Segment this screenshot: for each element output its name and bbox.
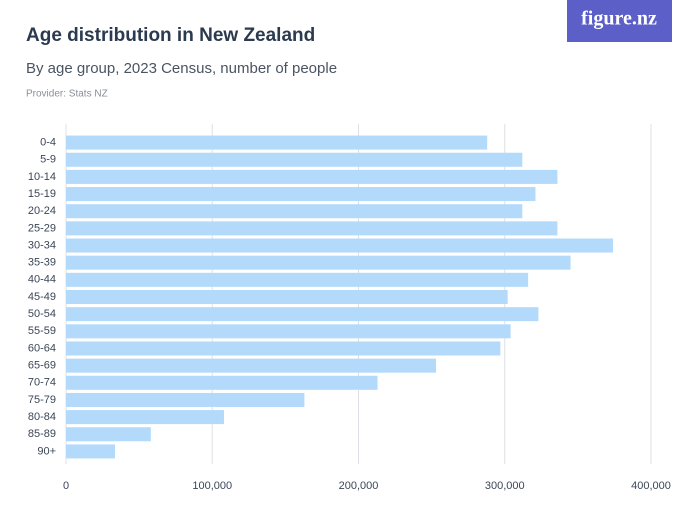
bar: [66, 238, 613, 253]
bar: [66, 135, 488, 150]
bar: [66, 290, 508, 304]
y-tick-label: 65-69: [28, 360, 56, 372]
y-tick-label: 35-39: [28, 257, 56, 269]
y-tick-label: 50-54: [28, 308, 56, 320]
x-tick-label: 400,000: [631, 480, 671, 492]
bar: [66, 427, 151, 442]
y-tick-label: 80-84: [28, 411, 56, 423]
x-tick-label: 0: [63, 480, 69, 492]
brand-logo[interactable]: figure.nz: [581, 8, 657, 30]
bar: [66, 341, 501, 356]
bar: [66, 152, 523, 167]
y-tick-label: 25-29: [28, 222, 56, 234]
bar: [66, 169, 558, 184]
bar: [66, 204, 523, 219]
bar: [66, 375, 378, 390]
y-tick-label: 90+: [37, 445, 56, 457]
bar: [66, 358, 437, 373]
y-tick-label: 10-14: [28, 171, 56, 183]
x-tick-label: 100,000: [192, 480, 232, 492]
bar: [66, 221, 558, 236]
y-tick-label: 45-49: [28, 291, 56, 303]
bar: [66, 444, 115, 459]
y-tick-label: 5-9: [40, 154, 56, 166]
bar: [66, 324, 511, 339]
brand-badge[interactable]: [567, 0, 672, 42]
y-tick-label: 15-19: [28, 188, 56, 200]
chart-subtitle: By age group, 2023 Census, number of peo…: [26, 60, 337, 77]
x-tick-label: 300,000: [485, 480, 525, 492]
y-tick-label: 60-64: [28, 342, 56, 354]
x-tick-label: 200,000: [339, 480, 379, 492]
y-tick-label: 70-74: [28, 377, 56, 389]
chart-title: Age distribution in New Zealand: [26, 25, 315, 46]
y-tick-label: 85-89: [28, 428, 56, 440]
bar: [66, 272, 529, 287]
y-tick-label: 20-24: [28, 205, 56, 217]
y-tick-label: 55-59: [28, 325, 56, 337]
y-tick-label: 0-4: [40, 136, 56, 148]
bar: [66, 187, 536, 202]
y-tick-label: 30-34: [28, 239, 56, 251]
bar: [66, 392, 305, 407]
bar: [66, 410, 224, 425]
y-tick-label: 75-79: [28, 394, 56, 406]
y-tick-label: 40-44: [28, 274, 56, 286]
bar: [66, 307, 539, 322]
bar: [66, 255, 571, 270]
chart-source: Provider: Stats NZ: [26, 89, 108, 100]
